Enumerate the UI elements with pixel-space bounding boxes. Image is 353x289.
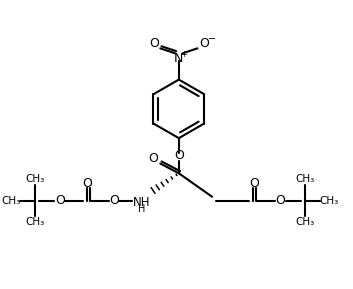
Text: O: O <box>150 37 159 50</box>
Text: O: O <box>249 177 259 190</box>
Text: O: O <box>275 194 285 207</box>
Text: CH₃: CH₃ <box>26 217 45 227</box>
Text: N: N <box>174 52 184 65</box>
Text: O: O <box>82 177 92 190</box>
Text: H: H <box>138 204 145 214</box>
Text: +: + <box>180 50 187 59</box>
Text: CH₃: CH₃ <box>295 217 315 227</box>
Text: NH: NH <box>133 196 150 209</box>
Text: CH₃: CH₃ <box>319 196 339 206</box>
Text: O: O <box>174 149 184 162</box>
Text: O: O <box>109 194 119 207</box>
Text: O: O <box>149 152 158 165</box>
Text: −: − <box>208 34 216 44</box>
Text: O: O <box>199 37 209 50</box>
Text: CH₃: CH₃ <box>295 174 315 184</box>
Text: CH₃: CH₃ <box>26 174 45 184</box>
Text: O: O <box>55 194 65 207</box>
Text: CH₃: CH₃ <box>1 196 20 206</box>
